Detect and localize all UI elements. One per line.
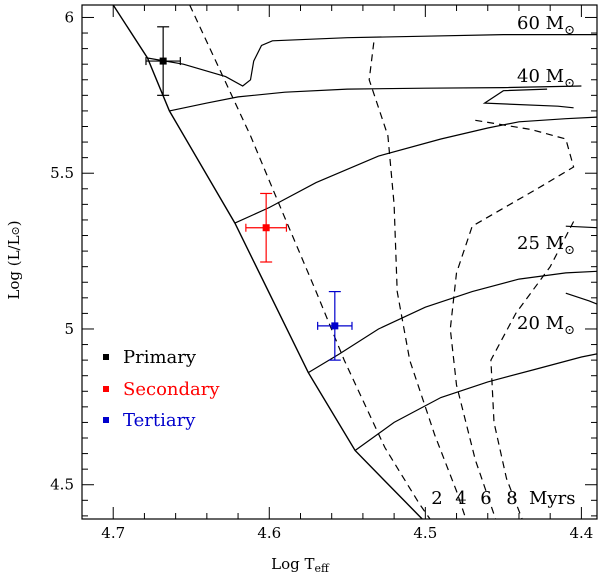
isochrone-line	[490, 221, 575, 520]
chart-labels: 60 M⊙ 40 M⊙ 25 M⊙ 20 M⊙ 2 4 6 8 Myrs	[431, 13, 575, 509]
isochrone-line	[368, 42, 467, 520]
x-tick-label: 4.5	[413, 524, 437, 542]
star-markers	[145, 26, 353, 361]
mass-label: 40 M⊙	[517, 66, 575, 91]
legend-swatch	[103, 417, 109, 423]
legend-swatch	[103, 386, 109, 392]
isochrone-age-label: 6	[480, 488, 491, 509]
mass-label: 20 M⊙	[517, 313, 575, 338]
x-tick-label: 4.7	[101, 524, 125, 542]
legend-label: Primary	[123, 347, 197, 368]
star-secondary	[245, 192, 288, 263]
legend-label: Tertiary	[123, 410, 196, 431]
mass-track-line	[169, 85, 582, 112]
isochrone-line	[449, 119, 575, 520]
axis-ticks: 4.7 4.6 4.5 4.4 4.5 5 5.5 6	[50, 5, 597, 542]
y-tick-label: 6	[64, 8, 74, 26]
isochrone-unit-label: Myrs	[529, 488, 575, 509]
x-axis-title: Log Teff	[271, 555, 330, 575]
y-tick-label: 5.5	[50, 164, 74, 182]
mass-track-line	[565, 292, 598, 305]
plot-frame	[81, 4, 598, 520]
plot-border	[81, 4, 598, 520]
legend-swatch	[103, 354, 109, 360]
isochrone-age-label: 2	[431, 488, 442, 509]
y-tick-label: 5	[64, 320, 74, 338]
x-tick-label: 4.4	[569, 524, 593, 542]
mass-track-line	[307, 270, 598, 374]
mass-track-line	[234, 116, 598, 224]
evolutionary-tracks	[147, 34, 598, 451]
legend: Primary Secondary Tertiary	[103, 347, 220, 431]
star-marker	[331, 322, 339, 330]
star-primary	[145, 26, 181, 96]
isochrone-line	[189, 4, 431, 520]
mass-label: 60 M⊙	[517, 13, 575, 38]
isochrone-age-label: 8	[506, 488, 517, 509]
mass-label: 25 M⊙	[517, 233, 575, 258]
mass-track-line	[147, 34, 597, 87]
y-tick-label: 4.5	[50, 476, 74, 494]
zams-line	[112, 4, 423, 520]
star-tertiary	[317, 290, 353, 361]
legend-label: Secondary	[123, 379, 220, 400]
y-axis-title: Log (L/L⊙)	[5, 220, 23, 299]
x-tick-label: 4.6	[257, 524, 281, 542]
isochrone-age-label: 4	[455, 488, 466, 509]
zams-curve	[112, 4, 423, 520]
star-marker	[159, 57, 167, 65]
star-marker	[262, 224, 270, 232]
mass-track-line	[354, 353, 598, 451]
mass-track-line	[482, 88, 574, 109]
